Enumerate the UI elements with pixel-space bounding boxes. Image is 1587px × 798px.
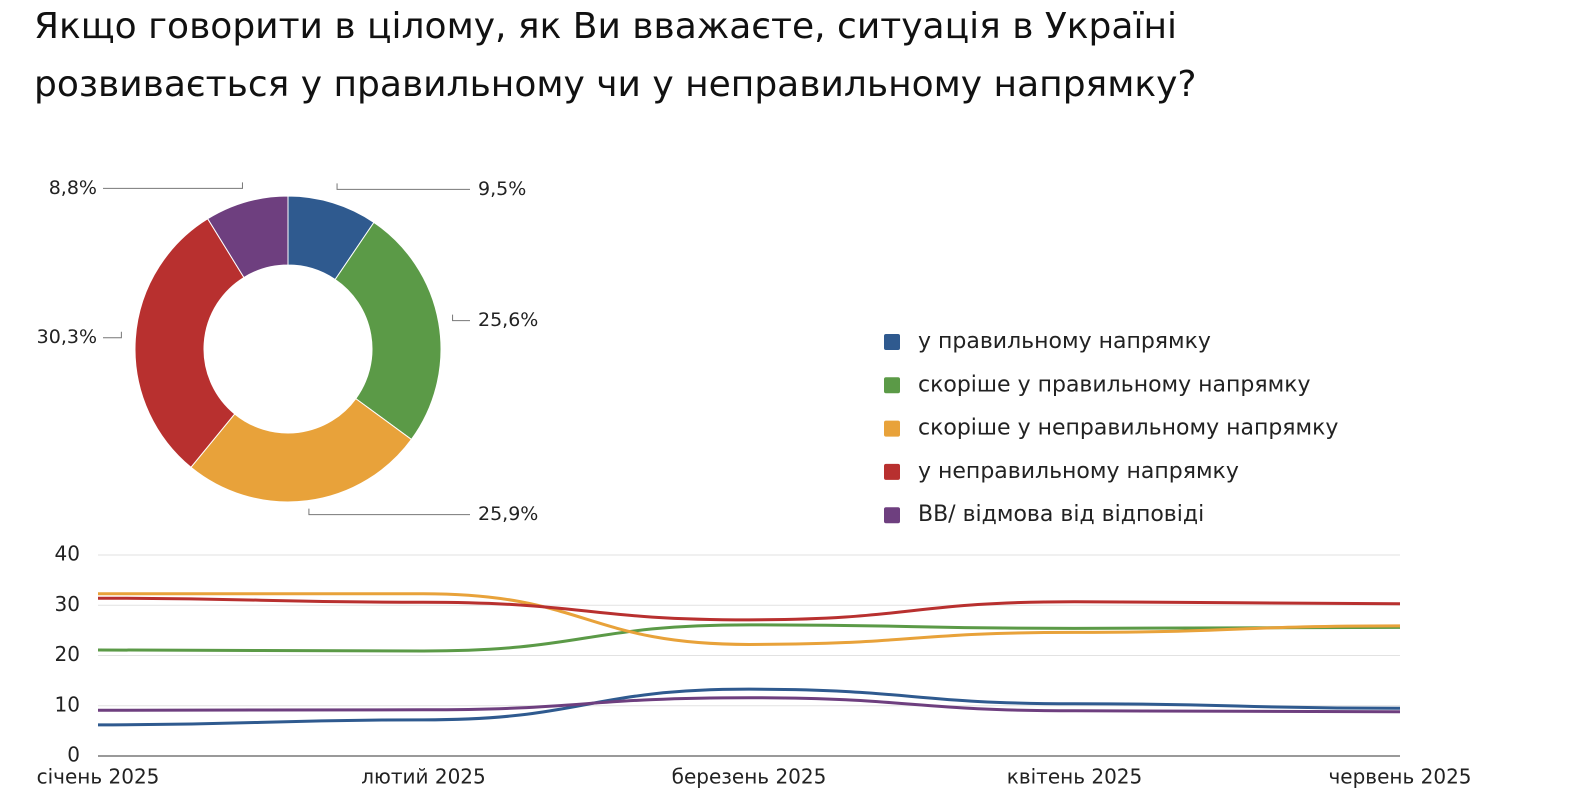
x-tick-label: квітень 2025 bbox=[1007, 765, 1143, 789]
data-label: 25,9% bbox=[478, 503, 538, 525]
leader-line bbox=[103, 331, 122, 339]
donut-slice bbox=[134, 218, 245, 468]
leader-line bbox=[452, 314, 470, 322]
legend-label: у правильному напрямку bbox=[918, 329, 1211, 354]
y-tick-label: 10 bbox=[55, 692, 80, 716]
legend-label: у неправильному напрямку bbox=[918, 459, 1239, 484]
legend-swatch bbox=[884, 507, 900, 524]
legend-swatch bbox=[884, 334, 900, 350]
legend-swatch bbox=[884, 377, 900, 394]
line-series bbox=[98, 592, 1401, 646]
x-tick-label: лютий 2025 bbox=[361, 765, 486, 789]
data-label: 8,8% bbox=[49, 177, 97, 199]
leader-line bbox=[308, 508, 470, 516]
y-tick-label: 0 bbox=[67, 743, 80, 767]
donut-slice bbox=[334, 221, 442, 441]
data-label: 9,5% bbox=[478, 178, 526, 200]
y-tick-label: 20 bbox=[55, 642, 80, 666]
legend-swatch bbox=[884, 420, 900, 437]
line-series bbox=[97, 696, 1401, 714]
legend-label: скоріше у правильному напрямку bbox=[918, 372, 1311, 397]
x-tick-label: березень 2025 bbox=[672, 765, 827, 789]
data-label: 25,6% bbox=[478, 309, 538, 331]
donut-slice bbox=[207, 195, 289, 279]
leader-line bbox=[336, 183, 470, 190]
y-tick-label: 30 bbox=[55, 592, 80, 616]
legend-label: скоріше у неправильному напрямку bbox=[918, 416, 1338, 441]
line-series bbox=[97, 623, 1401, 653]
data-label: 30,3% bbox=[37, 326, 97, 348]
leader-line bbox=[103, 182, 243, 189]
x-tick-label: червень 2025 bbox=[1328, 765, 1471, 789]
x-tick-label: січень 2025 bbox=[37, 765, 160, 789]
legend-swatch bbox=[884, 463, 900, 480]
legend-label: ВВ/ відмова від відповіді bbox=[918, 502, 1204, 527]
y-tick-label: 40 bbox=[55, 542, 80, 566]
title: Якщо говорити в цілому, як Ви вважаєте, … bbox=[34, 6, 1197, 105]
donut-slice bbox=[190, 397, 413, 503]
line-series bbox=[97, 596, 1401, 622]
line-series bbox=[97, 687, 1401, 727]
